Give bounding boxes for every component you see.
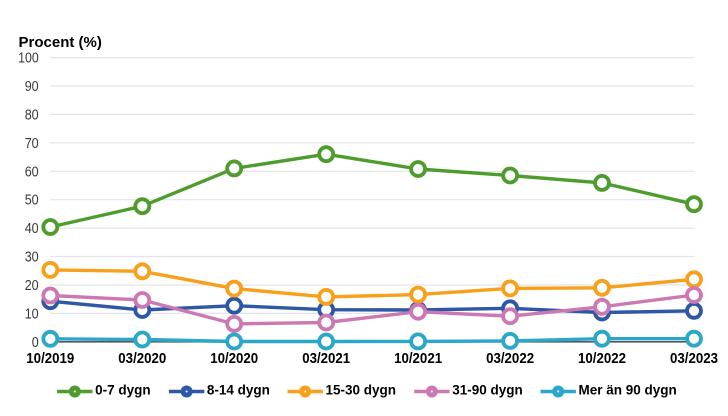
svg-text:30: 30 xyxy=(25,250,39,266)
svg-text:Mer än 90 dygn: Mer än 90 dygn xyxy=(579,382,677,397)
svg-text:10/2019: 10/2019 xyxy=(26,351,74,367)
svg-text:90: 90 xyxy=(25,79,39,95)
svg-text:03/2023: 03/2023 xyxy=(670,351,718,367)
svg-text:80: 80 xyxy=(25,107,39,123)
svg-text:60: 60 xyxy=(25,164,39,180)
svg-text:10/2021: 10/2021 xyxy=(394,351,442,367)
svg-text:0: 0 xyxy=(32,335,39,351)
svg-text:70: 70 xyxy=(25,136,39,152)
svg-text:20: 20 xyxy=(25,278,39,294)
svg-text:03/2021: 03/2021 xyxy=(302,351,350,367)
svg-text:50: 50 xyxy=(25,193,39,209)
svg-text:10: 10 xyxy=(25,306,39,322)
svg-text:31-90 dygn: 31-90 dygn xyxy=(452,382,523,397)
svg-text:Procent (%): Procent (%) xyxy=(19,34,102,51)
svg-text:40: 40 xyxy=(25,221,39,237)
svg-text:03/2022: 03/2022 xyxy=(486,351,534,367)
svg-text:100: 100 xyxy=(18,51,39,67)
svg-text:0-7 dygn: 0-7 dygn xyxy=(95,382,151,397)
svg-text:10/2020: 10/2020 xyxy=(210,351,258,367)
svg-text:8-14 dygn: 8-14 dygn xyxy=(207,382,270,397)
svg-text:03/2020: 03/2020 xyxy=(118,351,166,367)
svg-text:15-30 dygn: 15-30 dygn xyxy=(326,382,397,397)
svg-text:10/2022: 10/2022 xyxy=(578,351,626,367)
